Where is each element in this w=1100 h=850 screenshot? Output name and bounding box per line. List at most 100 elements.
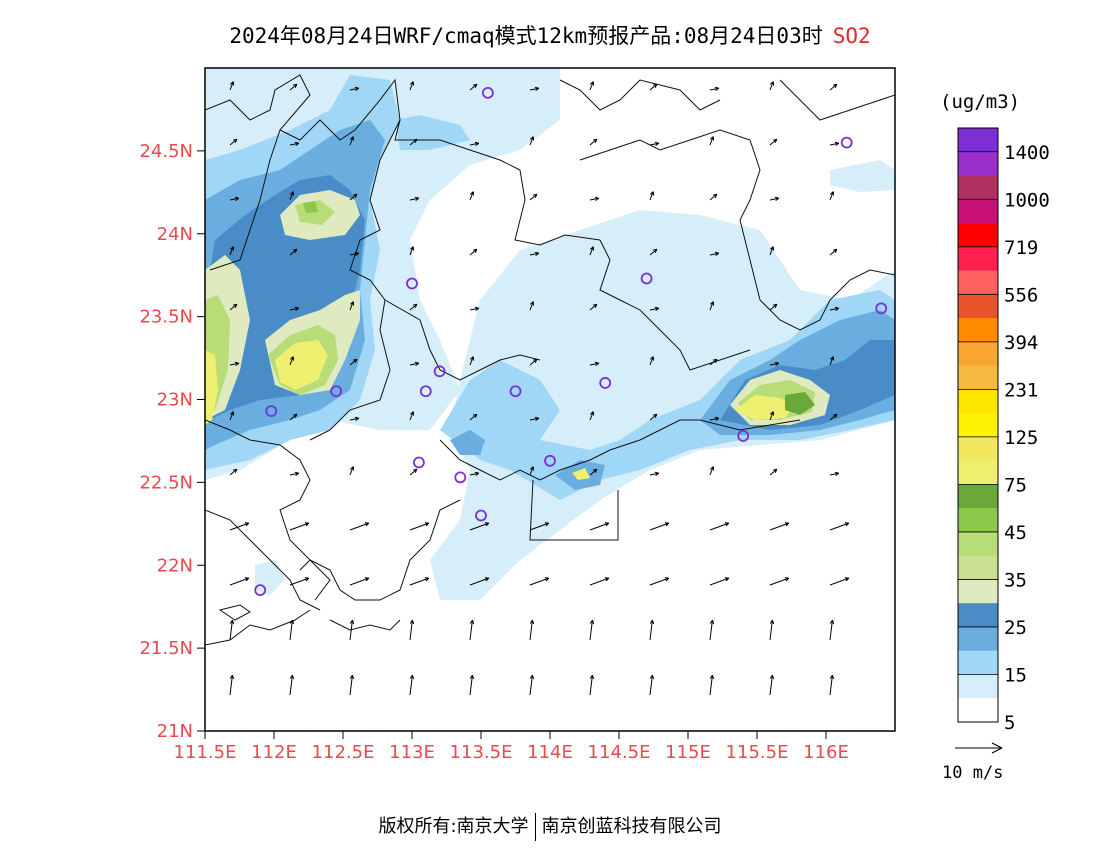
- wind-arrow: [829, 307, 839, 311]
- legend-swatch: [958, 151, 998, 176]
- wind-arrowhead: [292, 248, 298, 254]
- wind-arrowhead: [469, 619, 475, 625]
- wind-arrowhead: [712, 193, 718, 199]
- wind-arrowhead: [832, 83, 838, 89]
- legend-swatch: [958, 223, 998, 248]
- wind-arrow: [709, 620, 713, 641]
- wind-arrow: [469, 522, 489, 531]
- wind-arrow: [289, 191, 294, 201]
- wind-arrowhead: [364, 522, 370, 527]
- reference-vector-label: 10 m/s: [942, 763, 1003, 783]
- wind-arrowhead: [232, 468, 238, 474]
- wind-arrowhead: [244, 577, 250, 582]
- wind-arrowhead: [349, 301, 355, 306]
- lon-label: 111.5E: [174, 742, 237, 763]
- legend-label: 394: [1004, 332, 1038, 354]
- wind-arrow: [529, 136, 534, 146]
- wind-arrowhead: [832, 248, 838, 254]
- wind-arrowhead: [349, 466, 355, 471]
- wind-arrow: [709, 193, 718, 201]
- wind-arrow: [769, 468, 778, 476]
- lon-label: 114E: [527, 742, 573, 763]
- wind-arrow: [409, 411, 414, 421]
- wind-arrow: [649, 675, 653, 696]
- wind-arrowhead: [772, 138, 778, 144]
- lat-label: 22.5N: [139, 472, 193, 493]
- wind-arrow: [709, 417, 719, 421]
- wind-arrow: [289, 248, 298, 256]
- concentration-field: [205, 68, 895, 600]
- footer-separator: [534, 813, 536, 841]
- wind-arrow: [709, 577, 729, 586]
- wind-arrowhead: [829, 191, 835, 196]
- wind-arrow: [829, 620, 833, 641]
- wind-arrowhead: [769, 411, 775, 416]
- wind-arrow: [649, 522, 669, 531]
- field-75-shenzhen: [572, 468, 590, 480]
- monitoring-sites: [254, 86, 888, 597]
- wind-arrowhead: [364, 577, 370, 582]
- wind-arrow: [229, 675, 233, 696]
- wind-arrow: [649, 620, 653, 641]
- legend-label: 719: [1004, 237, 1038, 259]
- field-75-center: [275, 340, 328, 390]
- wind-arrow: [229, 81, 234, 91]
- wind-arrow: [349, 522, 369, 531]
- wind-arrowhead: [229, 246, 235, 251]
- wind-arrow: [409, 138, 418, 146]
- wind-arrowhead: [534, 251, 540, 257]
- legend-swatch: [958, 698, 998, 723]
- lat-label: 22N: [157, 555, 193, 576]
- lon-label: 116E: [803, 742, 849, 763]
- wind-arrow: [769, 138, 778, 146]
- wind-arrow: [769, 675, 773, 696]
- lat-label: 23.5N: [139, 307, 193, 328]
- wind-arrow: [469, 356, 474, 366]
- wind-arrowhead: [649, 356, 655, 361]
- field-light-central: [430, 210, 895, 600]
- wind-arrow: [469, 191, 474, 201]
- wind-arrow: [649, 472, 659, 476]
- wind-arrowhead: [352, 358, 358, 364]
- wind-arrow: [409, 468, 418, 476]
- wind-arrowhead: [472, 248, 478, 254]
- wind-arrowhead: [832, 413, 838, 419]
- wind-arrow: [289, 356, 294, 366]
- legend-swatch: [958, 199, 998, 224]
- wind-arrowhead: [772, 468, 778, 474]
- wind-arrowhead: [652, 413, 658, 419]
- wind-arrow: [349, 675, 353, 696]
- wind-arrowhead: [774, 361, 780, 367]
- wind-arrow: [469, 307, 479, 311]
- wind-arrowhead: [352, 193, 358, 199]
- wind-arrow: [229, 197, 239, 201]
- wind-arrowhead: [244, 522, 250, 527]
- legend-swatch: [958, 508, 998, 533]
- legend-swatch: [958, 413, 998, 438]
- wind-arrowhead: [304, 522, 310, 527]
- lon-label: 113E: [389, 742, 435, 763]
- wind-arrowhead: [769, 246, 775, 251]
- lon-label: 112E: [251, 742, 297, 763]
- legend-swatch: [958, 603, 998, 628]
- wind-arrow: [649, 413, 658, 421]
- legend-label: 125: [1004, 427, 1038, 449]
- legend-swatch: [958, 341, 998, 366]
- wind-arrowhead: [829, 674, 835, 680]
- site-marker: [406, 277, 418, 290]
- wind-arrow: [829, 142, 839, 146]
- wind-arrow: [409, 577, 429, 586]
- wind-arrowhead: [769, 81, 775, 86]
- wind-arrowhead: [349, 136, 355, 141]
- site-marker: [475, 509, 487, 522]
- wind-arrowhead: [534, 416, 540, 422]
- wind-arrow: [829, 577, 849, 586]
- wind-arrowhead: [604, 522, 610, 527]
- lat-label: 21.5N: [139, 638, 193, 659]
- wind-arrow: [529, 252, 539, 256]
- wind-arrow: [829, 675, 833, 696]
- wind-arrowhead: [649, 674, 655, 680]
- wind-arrow: [289, 83, 298, 91]
- wind-arrowhead: [712, 358, 718, 364]
- wind-arrow: [829, 472, 839, 476]
